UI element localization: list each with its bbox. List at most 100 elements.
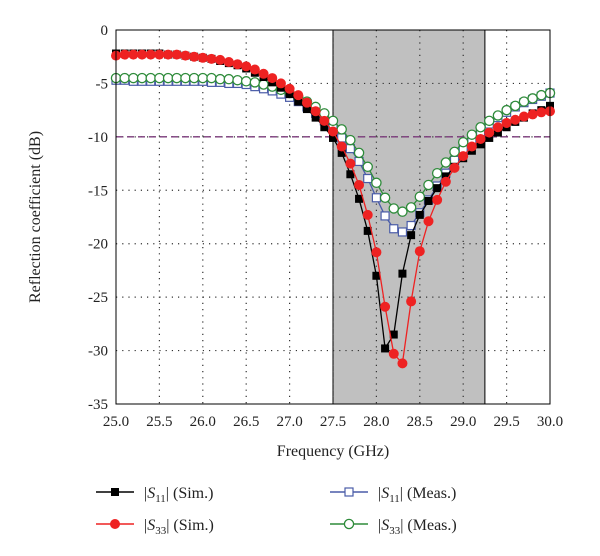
data-point xyxy=(328,126,338,137)
legend: |S11| (Sim.) |S33| (Sim.) |S11| (Meas.) |S3… xyxy=(96,485,457,537)
data-point xyxy=(423,179,434,191)
data-point xyxy=(363,226,372,235)
legend-marker xyxy=(343,518,355,530)
data-point xyxy=(336,141,347,152)
data-point xyxy=(379,192,391,204)
data-point xyxy=(294,97,303,106)
data-point xyxy=(527,109,538,120)
data-point xyxy=(284,83,295,94)
data-point xyxy=(327,115,339,127)
x-tick-label: 29.0 xyxy=(450,414,476,430)
data-point xyxy=(354,179,365,190)
data-point xyxy=(406,296,417,307)
data-point xyxy=(162,72,174,84)
data-point xyxy=(319,115,330,126)
data-point xyxy=(154,72,165,84)
data-point xyxy=(449,162,460,173)
plot-frame xyxy=(115,29,551,405)
data-point xyxy=(389,330,398,339)
data-point xyxy=(440,157,452,168)
legend-item-2: |S33| (Sim.) xyxy=(96,517,214,537)
shaded-band-layer xyxy=(332,29,486,405)
data-point xyxy=(484,127,495,138)
data-point xyxy=(414,191,426,202)
data-point xyxy=(405,202,417,213)
data-point xyxy=(440,176,451,187)
data-point xyxy=(475,121,486,133)
data-point xyxy=(320,123,329,132)
data-point xyxy=(345,158,356,169)
legend-item-1: |S11| (Sim.) xyxy=(96,485,213,505)
data-point xyxy=(145,72,156,84)
data-point xyxy=(188,72,200,84)
data-point xyxy=(432,194,443,205)
data-point xyxy=(483,115,495,127)
x-tick-label: 27.5 xyxy=(320,414,346,430)
legend-label: |S33| (Sim.) xyxy=(144,517,214,537)
data-point xyxy=(518,111,529,122)
legend-label: |S11| (Sim.) xyxy=(144,485,213,505)
data-point xyxy=(154,49,165,60)
y-tick-label: -15 xyxy=(88,183,108,199)
legend-item-4: |S33| (Meas.) xyxy=(330,517,457,537)
data-point xyxy=(145,49,156,60)
tick-layer: 25.0 25.5 26.0 26.5 27.0 27.5 28.0 28.5 29.0 29.5… xyxy=(88,23,563,430)
x-tick-label: 28.0 xyxy=(363,414,389,430)
x-tick-label: 29.5 xyxy=(493,414,519,430)
data-point xyxy=(372,271,381,280)
legend-marker xyxy=(344,487,354,497)
x-tick-label: 26.5 xyxy=(233,414,259,430)
data-point xyxy=(397,227,408,237)
data-point xyxy=(336,124,347,135)
data-point xyxy=(501,117,512,128)
data-point xyxy=(407,231,416,240)
data-point xyxy=(119,72,130,84)
data-point xyxy=(310,106,321,117)
data-point xyxy=(206,72,217,84)
data-point xyxy=(232,59,243,70)
legend-label: |S11| (Meas.) xyxy=(378,485,456,505)
y-tick-label: -5 xyxy=(96,76,109,92)
data-point xyxy=(397,206,408,217)
data-point xyxy=(424,196,433,205)
y-tick-label: -30 xyxy=(88,344,108,360)
y-tick-label: -10 xyxy=(88,130,108,146)
data-point xyxy=(388,203,400,214)
data-point xyxy=(240,76,252,87)
data-point xyxy=(510,114,521,125)
data-point xyxy=(536,89,547,101)
x-tick-label: 28.5 xyxy=(407,414,433,430)
data-point xyxy=(527,93,538,104)
data-point xyxy=(136,72,148,84)
data-point xyxy=(119,49,130,60)
y-tick-label: 0 xyxy=(101,23,109,39)
y-axis-label: Reflection coefficient (dB) xyxy=(27,131,44,303)
data-point xyxy=(492,122,503,133)
data-point xyxy=(197,52,208,63)
data-point xyxy=(241,61,252,72)
data-point xyxy=(171,49,182,60)
data-point xyxy=(293,90,304,101)
data-point xyxy=(223,57,234,68)
data-point xyxy=(215,54,226,65)
data-point xyxy=(466,141,477,152)
data-point xyxy=(476,140,485,149)
data-point xyxy=(180,72,191,84)
data-point xyxy=(475,133,486,144)
data-point xyxy=(345,144,355,154)
data-point xyxy=(362,209,373,220)
series-4 xyxy=(110,72,556,217)
data-point xyxy=(493,128,502,137)
data-point xyxy=(128,49,139,60)
data-point xyxy=(449,146,460,158)
shaded-band xyxy=(332,29,486,405)
legend-item-3: |S11| (Meas.) xyxy=(330,485,456,505)
data-point xyxy=(398,269,407,278)
data-point xyxy=(414,246,425,257)
data-point xyxy=(388,348,399,359)
data-point xyxy=(329,133,337,142)
data-point xyxy=(371,247,382,258)
data-point xyxy=(433,184,442,193)
x-tick-label: 26.0 xyxy=(190,414,216,430)
data-point xyxy=(302,105,311,114)
